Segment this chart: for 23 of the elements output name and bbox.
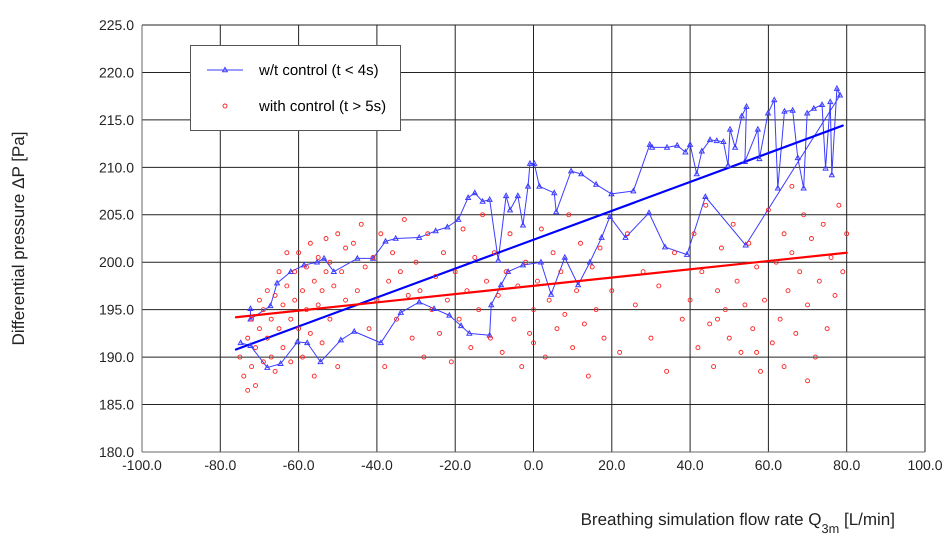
y-tick-label: 215.0 [98, 112, 134, 128]
y-tick-label: 205.0 [98, 206, 134, 223]
legend-label: with control (t > 5s) [259, 98, 386, 114]
y-tick-label: 190.0 [98, 349, 134, 366]
y-axis-title: Differential pressure ΔP [Pa] [9, 132, 28, 346]
y-tick-label: 195.0 [98, 302, 134, 318]
y-tick-label: 185.0 [98, 396, 134, 413]
x-tick-label: -40.0 [360, 456, 394, 473]
x-axis-title: Breathing simulation flow rate Q$_{3m}$ [L/min] [580, 510, 895, 536]
y-tick-label: 220.0 [98, 64, 134, 80]
x-tick-label: -80.0 [204, 456, 236, 473]
legend-label: w/t control (t < 4s) [259, 62, 379, 78]
x-tick-label: -20.0 [439, 456, 472, 473]
y-tick-label: 225.0 [98, 16, 134, 33]
y-tick-label: 200.0 [98, 254, 134, 270]
x-tick-label: 20.0 [598, 456, 626, 473]
x-tick-label: 0.0 [524, 456, 544, 473]
x-tick-label: 40.0 [676, 456, 704, 473]
x-tick-label: 100.0 [907, 456, 943, 473]
y-tick-label: 210.0 [98, 159, 134, 176]
x-tick-label: 80.0 [833, 456, 861, 473]
x-tick-label: -60.0 [282, 456, 315, 473]
x-tick-label: 60.0 [754, 456, 782, 473]
